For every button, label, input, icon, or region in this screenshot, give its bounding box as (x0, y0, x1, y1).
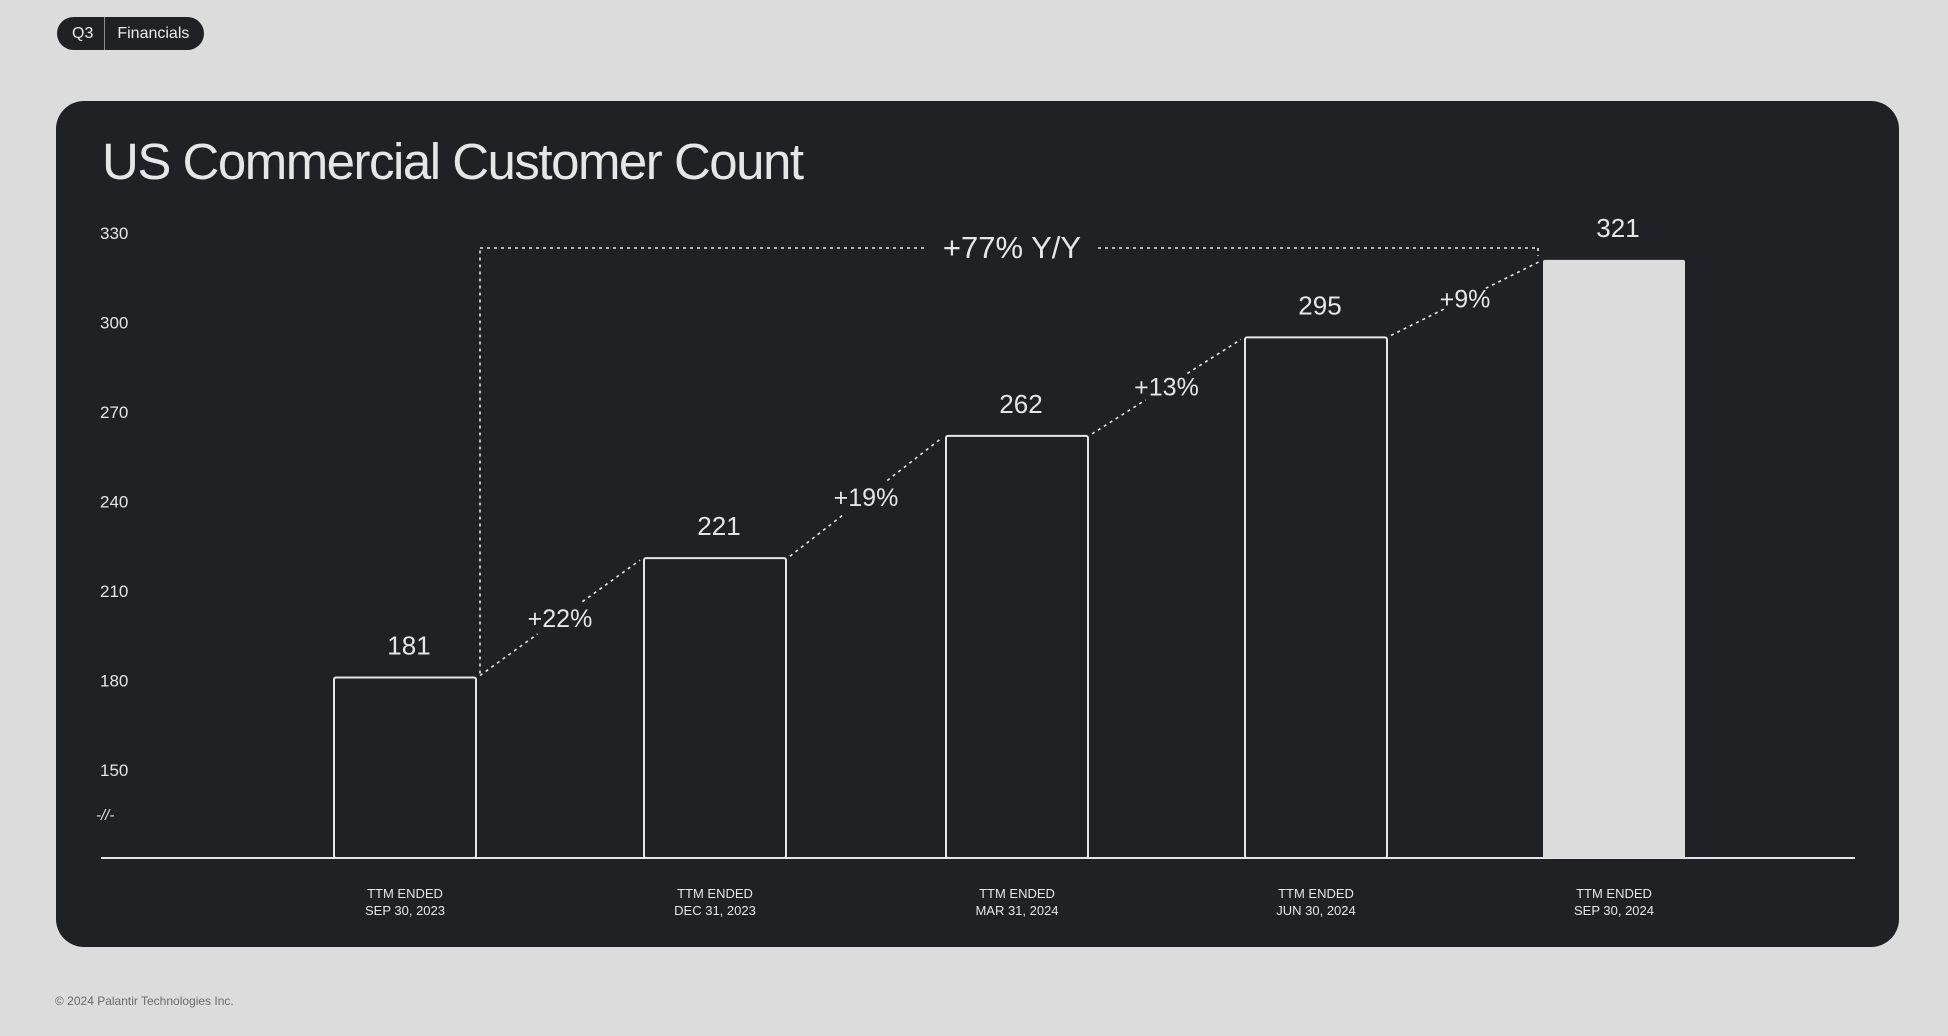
growth-label: +9% (1440, 286, 1491, 314)
bar-value-label: 181 (387, 631, 430, 661)
pill-divider (104, 17, 106, 50)
x-tick-label: SEP 30, 2024 (1574, 903, 1654, 918)
section-label: Financials (117, 24, 190, 42)
x-tick-label: TTM ENDED (677, 886, 753, 901)
growth-connector (581, 559, 641, 603)
growth-label: +19% (834, 484, 899, 512)
y-tick-label: 150 (100, 761, 128, 780)
growth-connector (479, 633, 539, 677)
x-tick-label: TTM ENDED (1278, 886, 1354, 901)
chart-title: US Commercial Customer Count (102, 133, 804, 190)
x-tick-label: DEC 31, 2023 (674, 903, 756, 918)
bar-value-label: 321 (1596, 213, 1639, 243)
bar-value-label: 295 (1298, 290, 1341, 320)
bar (1244, 336, 1388, 859)
copyright-footer: © 2024 Palantir Technologies Inc. (55, 994, 234, 1008)
axis-break-icon: -//- (96, 807, 114, 824)
section-pill: Q3 Financials (57, 17, 205, 50)
growth-connector (789, 512, 846, 557)
y-tick-label: 330 (100, 224, 128, 243)
growth-label: +13% (1134, 374, 1199, 402)
x-tick-label: TTM ENDED (979, 886, 1055, 901)
x-tick-label: SEP 30, 2023 (365, 903, 445, 918)
growth-connector (1091, 399, 1147, 435)
bar-highlight (1543, 259, 1685, 859)
growth-connector (886, 437, 943, 482)
bar-value-label: 221 (697, 511, 740, 541)
y-tick-label: 210 (100, 582, 128, 601)
x-tick-label: JUN 30, 2024 (1276, 903, 1356, 918)
x-tick-label: TTM ENDED (367, 886, 443, 901)
growth-label: +22% (528, 605, 593, 633)
growth-connector (1485, 261, 1540, 290)
bar (643, 557, 787, 860)
y-tick-label: 240 (100, 493, 128, 512)
y-tick-label: 300 (100, 314, 128, 333)
y-tick-label: 180 (100, 672, 128, 691)
x-tick-label: TTM ENDED (1576, 886, 1652, 901)
bar (333, 676, 477, 859)
y-tick-label: 270 (100, 403, 128, 422)
growth-connector (1186, 338, 1242, 375)
bar (945, 434, 1089, 859)
bar-value-label: 262 (999, 389, 1042, 419)
x-tick-label: MAR 31, 2024 (975, 903, 1058, 918)
quarter-label: Q3 (72, 24, 94, 42)
growth-connector (1390, 308, 1445, 337)
yoy-label: +77% Y/Y (943, 230, 1081, 265)
